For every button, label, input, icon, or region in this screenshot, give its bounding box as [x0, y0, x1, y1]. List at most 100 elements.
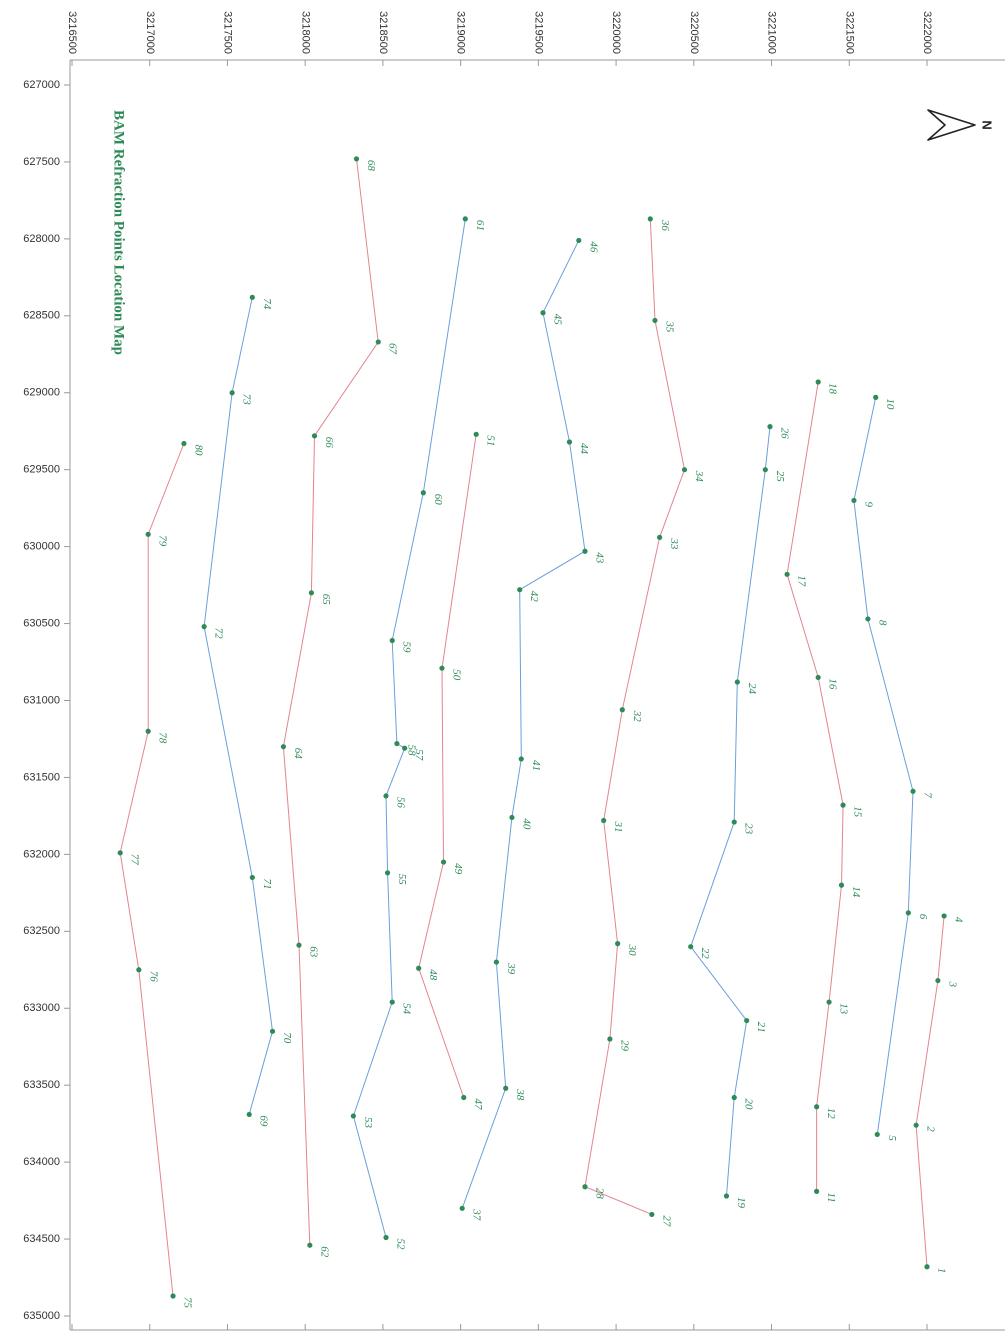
point-label-32: 32 [631, 710, 643, 723]
point-label-7: 7 [921, 792, 933, 798]
north-arrow-icon [927, 109, 976, 141]
x-tick-label: 629000 [23, 387, 60, 399]
point-label-49: 49 [452, 863, 464, 875]
profile-line-10 [203, 297, 274, 1115]
refraction-point-24 [734, 679, 740, 685]
point-label-19: 19 [735, 1197, 747, 1209]
x-tick-label: 630000 [23, 541, 60, 553]
refraction-point-36 [647, 216, 653, 222]
point-label-71: 71 [261, 879, 273, 890]
refraction-point-70 [269, 1028, 276, 1034]
refraction-point-6 [905, 910, 911, 916]
refraction-point-56 [383, 793, 389, 799]
point-label-54: 54 [401, 1003, 413, 1015]
refraction-point-58 [394, 740, 400, 747]
point-label-65: 65 [320, 594, 332, 606]
refraction-point-57 [402, 745, 408, 751]
chart-title: BAM Refraction Points Location Map [111, 110, 127, 355]
profile-line-6 [461, 240, 586, 1209]
refraction-point-69 [246, 1111, 252, 1118]
refraction-point-31 [601, 817, 607, 824]
refraction-point-51 [473, 431, 479, 437]
y-tick-label: 3219000 [455, 11, 467, 54]
refraction-point-29 [607, 1036, 613, 1042]
point-label-13: 13 [838, 1003, 850, 1015]
refraction-point-68 [353, 156, 360, 162]
refraction-point-2 [913, 1122, 919, 1128]
x-tick-label: 635000 [23, 1310, 60, 1322]
point-label-30: 30 [626, 944, 638, 957]
point-label-75: 75 [181, 1297, 193, 1309]
profile-line-11 [119, 443, 185, 1297]
refraction-point-76 [136, 967, 142, 973]
point-label-40: 40 [520, 818, 532, 830]
north-label: N [980, 120, 995, 129]
refraction-point-32 [619, 707, 625, 713]
point-label-43: 43 [593, 552, 605, 564]
point-label-80: 80 [192, 445, 204, 457]
refraction-point-63 [296, 942, 302, 948]
profile-line-5 [584, 218, 686, 1215]
refraction-point-4 [941, 913, 947, 919]
point-label-1: 1 [935, 1268, 947, 1274]
y-tick-label: 3219500 [532, 11, 544, 54]
refraction-point-45 [540, 310, 546, 316]
point-label-48: 48 [427, 969, 439, 981]
refraction-point-44 [566, 439, 573, 445]
point-label-37: 37 [471, 1208, 483, 1221]
refraction-point-12 [814, 1104, 820, 1110]
refraction-point-71 [249, 874, 255, 881]
point-label-56: 56 [394, 797, 406, 809]
point-label-22: 22 [699, 948, 711, 960]
refraction-point-1 [924, 1264, 930, 1270]
refraction-point-53 [350, 1113, 356, 1119]
refraction-point-9 [851, 497, 857, 504]
x-tick-label: 633500 [23, 1079, 60, 1091]
point-label-67: 67 [387, 343, 399, 355]
y-tick-label: 3217000 [144, 11, 156, 54]
refraction-point-60 [420, 490, 426, 496]
x-tick-label: 630500 [23, 617, 60, 629]
point-label-15: 15 [852, 806, 864, 818]
point-label-60: 60 [432, 494, 444, 506]
refraction-point-26 [767, 424, 773, 430]
point-label-29: 29 [618, 1040, 630, 1052]
refraction-point-42 [517, 587, 523, 593]
refraction-point-75 [170, 1293, 176, 1299]
point-label-11: 11 [825, 1192, 837, 1202]
point-label-66: 66 [323, 437, 335, 449]
profile-line-4 [690, 426, 771, 1197]
refraction-point-3 [935, 977, 941, 984]
point-label-72: 72 [213, 628, 225, 640]
refraction-point-16 [815, 674, 821, 681]
refraction-point-35 [652, 317, 658, 324]
x-tick-label: 632000 [23, 848, 60, 860]
point-label-69: 69 [258, 1115, 270, 1127]
x-tick-label: 632500 [23, 925, 60, 937]
refraction-point-65 [308, 590, 314, 596]
point-label-57: 57 [413, 749, 425, 761]
refraction-point-62 [307, 1242, 313, 1248]
point-label-73: 73 [241, 394, 253, 406]
point-label-26: 26 [778, 428, 790, 440]
refraction-point-80 [181, 440, 187, 447]
refraction-point-47 [461, 1094, 467, 1101]
y-tick-label: 3221000 [766, 11, 778, 54]
refraction-point-50 [439, 665, 445, 671]
refraction-point-15 [840, 802, 846, 808]
x-tick-label: 634000 [23, 1156, 60, 1168]
point-label-62: 62 [318, 1246, 330, 1258]
point-label-8: 8 [876, 620, 888, 626]
profile-line-3 [786, 381, 844, 1192]
x-tick-label: 633000 [23, 1002, 60, 1014]
point-label-17: 17 [796, 575, 808, 587]
refraction-point-52 [383, 1234, 389, 1241]
refraction-point-11 [814, 1188, 820, 1194]
refraction-point-73 [229, 390, 235, 396]
point-label-55: 55 [396, 874, 408, 886]
x-tick-label: 628000 [23, 233, 60, 245]
point-label-78: 78 [157, 732, 169, 744]
refraction-point-48 [416, 965, 422, 971]
point-label-53: 53 [362, 1117, 374, 1129]
